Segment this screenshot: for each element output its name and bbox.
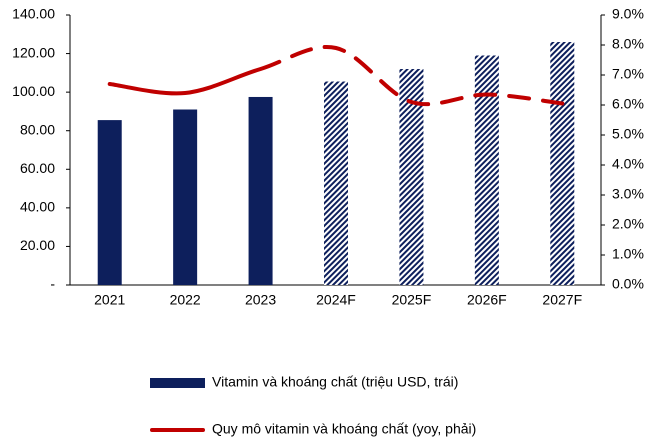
x-tick-label: 2024F	[316, 292, 356, 308]
y2-tick-label: 2.0%	[612, 216, 644, 232]
y-tick-label: 60.00	[20, 160, 55, 176]
y2-tick-label: 7.0%	[612, 66, 644, 82]
legend-swatch	[150, 378, 205, 388]
y-tick-label: 140.00	[12, 6, 55, 22]
y-tick-label: 100.00	[12, 83, 55, 99]
legend-label: Quy mô vitamin và khoáng chất (yoy, phải…	[212, 421, 476, 437]
y2-tick-label: 1.0%	[612, 246, 644, 262]
y-tick-label: -	[50, 276, 55, 292]
y2-tick-label: 8.0%	[612, 36, 644, 52]
x-tick-label: 2022	[170, 292, 201, 308]
x-tick-label: 2026F	[467, 292, 507, 308]
y2-tick-label: 4.0%	[612, 156, 644, 172]
bar	[550, 42, 575, 285]
y2-tick-label: 0.0%	[612, 276, 644, 292]
bar	[97, 120, 122, 285]
x-tick-label: 2027F	[542, 292, 582, 308]
x-tick-label: 2025F	[392, 292, 432, 308]
bar	[474, 55, 499, 285]
y2-tick-label: 3.0%	[612, 186, 644, 202]
bar	[173, 109, 198, 285]
y2-tick-label: 5.0%	[612, 126, 644, 142]
x-tick-label: 2023	[245, 292, 276, 308]
y-tick-label: 40.00	[20, 199, 55, 215]
legend-label: Vitamin và khoáng chất (triệu USD, trái)	[212, 374, 458, 390]
y2-tick-label: 6.0%	[612, 96, 644, 112]
y-tick-label: 120.00	[12, 44, 55, 60]
x-tick-label: 2021	[94, 292, 125, 308]
y2-tick-label: 9.0%	[612, 6, 644, 22]
line	[107, 45, 565, 107]
y-tick-label: 20.00	[20, 237, 55, 253]
y-tick-label: 80.00	[20, 121, 55, 137]
bar	[324, 81, 348, 286]
bar	[248, 96, 273, 285]
